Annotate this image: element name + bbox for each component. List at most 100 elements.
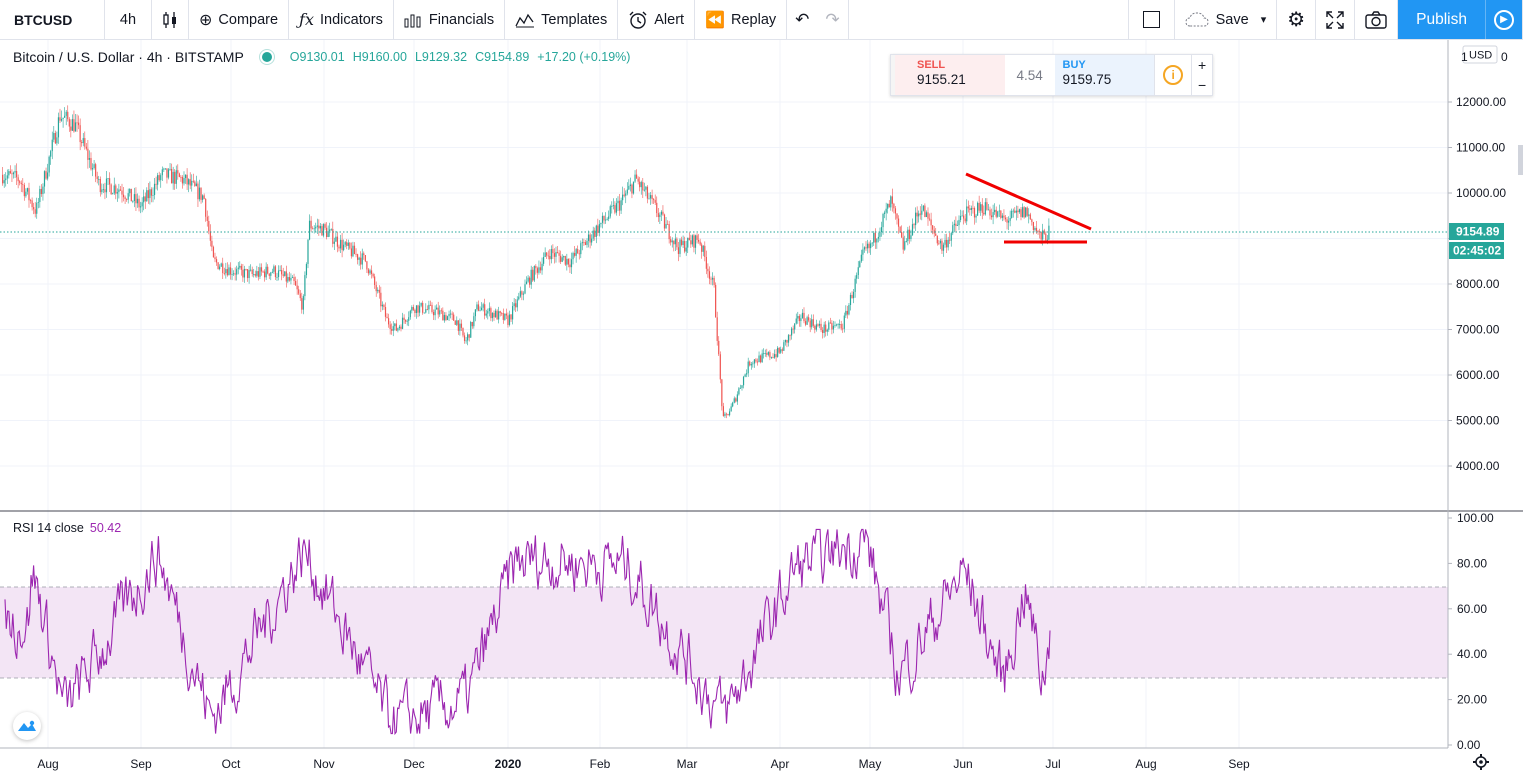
candle-body (77, 122, 80, 126)
candle-body (240, 265, 242, 270)
redo-button[interactable]: ↷ (817, 0, 849, 39)
candle-body (6, 175, 8, 179)
candle-body (138, 198, 140, 208)
candle-body (195, 183, 197, 186)
candle-body (958, 219, 960, 226)
undo-button[interactable]: ↶ (787, 0, 817, 39)
buy-sell-panel: SELL 9155.21 4.54 BUY 9159.75 i + − (890, 54, 1213, 96)
candle-body (387, 318, 390, 325)
candle-body (460, 323, 463, 328)
candle-body (189, 179, 191, 186)
candle-body (935, 233, 937, 236)
candle-body (127, 193, 129, 200)
square-icon (1142, 11, 1160, 28)
axis-scroll-handle[interactable] (1518, 145, 1523, 175)
candle-body (439, 310, 441, 315)
buy-button[interactable]: BUY 9159.75 (1054, 55, 1155, 95)
candle-body (851, 294, 853, 299)
candle-body (281, 270, 283, 275)
candle-body (786, 339, 788, 343)
settings-gear-icon[interactable] (1473, 754, 1489, 770)
descending-trendline[interactable] (965, 172, 1092, 231)
candle-body (780, 349, 782, 353)
candle-body (356, 254, 359, 260)
candle-body (648, 198, 650, 200)
candle-body (394, 323, 396, 327)
alert-button[interactable]: Alert (618, 0, 696, 39)
price-tag: 9154.89 (1456, 225, 1500, 239)
chart-canvas[interactable]: 4000.00 5000.00 6000.00 7000.00 8000.00 10000… (0, 40, 1523, 782)
candle-body (883, 212, 886, 214)
candle-body (273, 266, 275, 272)
candle-body (671, 240, 673, 243)
play-icon: ▶ (1494, 9, 1514, 30)
candle-body (110, 184, 112, 195)
candle-body (315, 226, 317, 229)
candle-body (333, 241, 335, 244)
candle-body (384, 307, 387, 317)
candle-body (14, 171, 16, 173)
candle-body (232, 273, 235, 275)
candle-body (457, 320, 459, 331)
cloud-icon (1185, 11, 1209, 26)
rewind-icon: ⏪ (705, 11, 725, 29)
candle-body (1035, 227, 1038, 231)
candle-body (294, 281, 297, 286)
interval-button[interactable]: 4h (105, 0, 152, 39)
indicators-button[interactable]: ƒx Indicators (289, 0, 394, 39)
increase-button[interactable]: + (1197, 57, 1207, 73)
candle-body (795, 318, 797, 324)
candle-body (837, 324, 839, 325)
candle-body (964, 218, 966, 222)
candle-body (19, 181, 21, 183)
candle-body (987, 209, 990, 211)
candle-body (45, 171, 47, 179)
candle-body (1034, 227, 1036, 230)
time-tick-label: Apr (771, 757, 790, 771)
candle-body (118, 189, 120, 193)
templates-button[interactable]: Templates (505, 0, 619, 39)
decrease-button[interactable]: − (1197, 77, 1207, 93)
candle-body (643, 189, 645, 191)
fullscreen-button[interactable] (1316, 0, 1356, 39)
rsi-axis[interactable]: 0.00 20.00 40.00 60.00 80.00 100.00 (1448, 511, 1494, 752)
candle-body (214, 257, 216, 260)
candle-body (790, 328, 793, 336)
symbol-search[interactable]: BTCUSD (0, 0, 105, 39)
candle-body (626, 189, 628, 194)
sell-button[interactable]: SELL 9155.21 (891, 55, 1005, 95)
candle-body (843, 315, 845, 329)
candle-body (93, 164, 95, 169)
publish-button[interactable]: Publish (1398, 0, 1485, 39)
candle-body (949, 239, 951, 241)
candle-body (91, 168, 94, 170)
rsi-tick-label: 80.00 (1457, 556, 1487, 570)
layout-button[interactable] (1129, 0, 1175, 39)
candle-body (839, 324, 841, 325)
play-button[interactable]: ▶ (1485, 0, 1523, 39)
time-axis[interactable]: Aug Sep Oct Nov Dec 2020 Feb Mar Apr May Jun Jul Aug… (37, 757, 1250, 771)
tradingview-logo[interactable] (13, 712, 41, 740)
compare-button[interactable]: ⊕ Compare (189, 0, 290, 39)
candle-body (529, 277, 531, 285)
price-axis[interactable]: 4000.00 5000.00 6000.00 7000.00 8000.00 10000… (1448, 95, 1506, 473)
screenshot-button[interactable] (1355, 0, 1399, 39)
candle-body (564, 256, 566, 265)
financials-button[interactable]: Financials (394, 0, 506, 39)
candle-body (1029, 214, 1031, 220)
candle-body (899, 226, 901, 232)
candle-body (355, 254, 357, 255)
candle-body (649, 195, 652, 199)
info-button[interactable]: i (1154, 55, 1191, 95)
candle-body (882, 213, 884, 228)
candle-body (715, 284, 717, 318)
candle-body (290, 277, 292, 281)
candle-body (191, 180, 193, 186)
settings-button[interactable]: ⚙ (1277, 0, 1317, 39)
chart-type-button[interactable] (152, 0, 189, 39)
replay-button[interactable]: ⏪ Replay (695, 0, 788, 39)
candle-body (552, 249, 554, 254)
candle-body (248, 270, 250, 279)
save-button[interactable]: Save ▾ (1175, 0, 1278, 39)
function-icon: ƒx (299, 10, 314, 29)
